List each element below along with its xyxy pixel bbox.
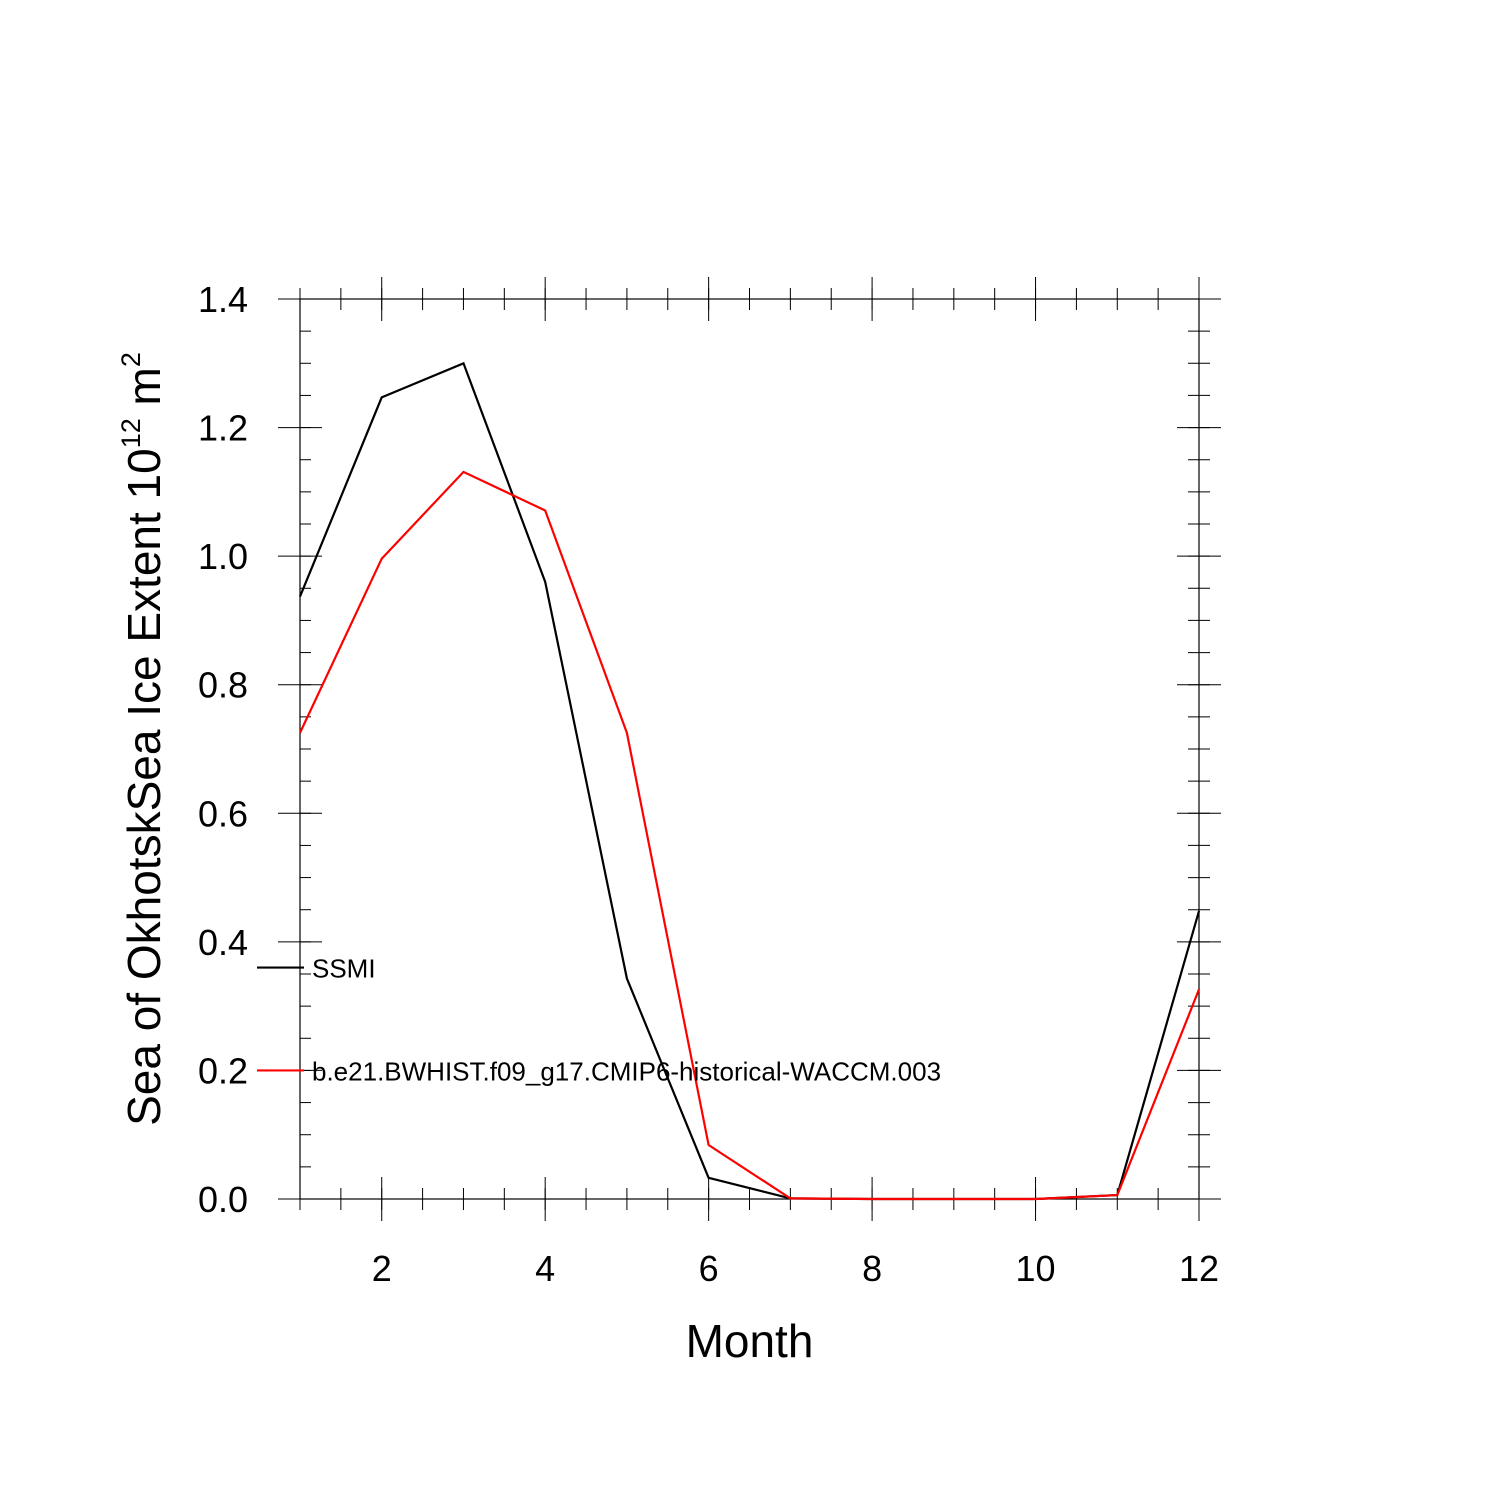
y-axis-title-unit-exponent: 2 — [116, 352, 146, 367]
y-tick-label: 0.0 — [198, 1179, 248, 1220]
plot-frame — [299, 298, 1200, 1200]
legend: SSMI b.e21.BWHIST.f09_g17.CMIP6-historic… — [257, 954, 941, 1086]
y-tick-label: 0.2 — [198, 1050, 248, 1091]
y-axis-title-unit: m — [118, 367, 170, 418]
legend-label-waccm: b.e21.BWHIST.f09_g17.CMIP6-historical-WA… — [312, 1056, 941, 1086]
x-tick-label: 8 — [862, 1248, 882, 1289]
y-tick-label: 1.0 — [198, 536, 248, 577]
y-tick-label: 1.2 — [198, 408, 248, 449]
y-axis-title-exponent: 12 — [116, 418, 146, 448]
y-axis-title: Sea of OkhotskSea Ice Extent 1012 m2 — [116, 352, 170, 1126]
legend-label-ssmi: SSMI — [312, 954, 376, 984]
x-tick-labels: 2 4 6 8 10 12 — [372, 1248, 1219, 1289]
y-tick-label: 0.4 — [198, 922, 248, 963]
series-lines — [298, 361, 1201, 1201]
x-tick-label: 6 — [699, 1248, 719, 1289]
x-axis-title: Month — [686, 1315, 814, 1367]
y-tick-label: 0.8 — [198, 665, 248, 706]
y-tick-label: 0.6 — [198, 793, 248, 834]
y-axis-title-main: Sea of OkhotskSea Ice Extent 10 — [118, 448, 170, 1126]
x-tick-label: 2 — [372, 1248, 392, 1289]
y-tick-label: 1.4 — [198, 279, 248, 320]
y-tick-labels: 0.0 0.2 0.4 0.6 0.8 1.0 1.2 1.4 — [198, 279, 248, 1220]
x-tick-label: 12 — [1179, 1248, 1219, 1289]
x-tick-label: 4 — [535, 1248, 555, 1289]
x-tick-label: 10 — [1016, 1248, 1056, 1289]
series-line-waccm — [299, 470, 1201, 1201]
